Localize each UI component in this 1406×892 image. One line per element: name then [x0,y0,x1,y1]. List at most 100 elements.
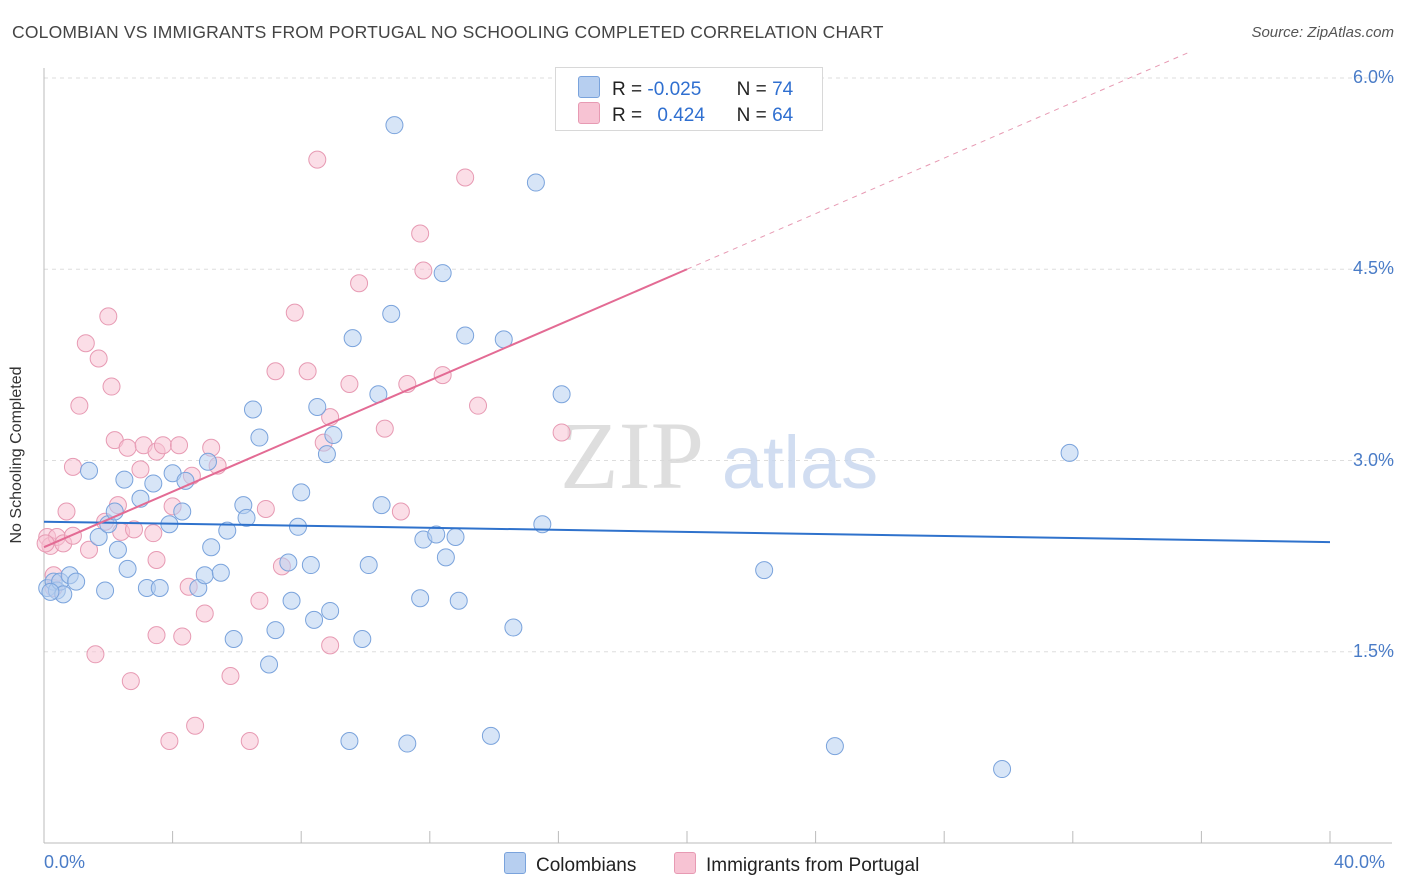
portugal-point [285,303,304,322]
colombian-point [282,591,301,610]
legend-label-portugal: Immigrants from Portugal [706,855,920,876]
colombian-point [449,591,468,610]
portugal-point [147,626,166,645]
watermark-atlas: atlas [722,421,878,504]
colombian-point [1060,443,1079,462]
colombian-point [321,601,340,620]
y-tick-label: 4.5% [1352,258,1394,279]
colombian-point [398,734,417,753]
colombian-point [526,173,545,192]
legend-swatch-portugal [674,852,696,874]
legend-row-colombians: R = -0.025 N = 74 [578,76,793,100]
trend-lines [43,52,1331,549]
grid-lines [44,77,1392,653]
portugal-point [131,460,150,479]
colombian-point [218,521,237,540]
colombian-point [89,528,108,546]
colombian-point [144,474,163,493]
portugal-point [195,604,214,623]
colombian-point [456,326,475,345]
colombian-point [343,329,362,348]
portugal-point [57,502,76,521]
portugal-point [102,377,121,396]
colombian-point [202,538,221,557]
legend-label-colombians: Colombians [536,855,637,876]
portugal-point [80,540,99,559]
portugal-point [121,672,140,691]
portugal-point [144,524,163,543]
colombian-point [308,397,327,416]
portugal-point [375,419,394,438]
colombian-point [433,264,452,283]
colombian-point [198,452,217,471]
legend-n-label: N = [736,105,767,126]
colombian-point [825,737,844,756]
legend-swatch-colombians [578,76,600,98]
legend-r-label: R = [612,79,643,100]
colombian-point [96,581,115,600]
portugal-point [321,636,340,655]
portugal-points [36,150,571,750]
portugal-point [76,334,95,353]
colombian-point [279,553,298,572]
colombian-point [427,525,446,544]
portugal-point [63,457,82,476]
portugal-point [221,666,240,685]
portugal-point [186,716,205,735]
portugal-point [469,396,488,415]
colombian-point [224,630,243,648]
legend-n-value: 64 [772,105,794,126]
colombian-point [118,559,137,578]
portugal-point [298,362,317,381]
colombian-point [353,630,372,648]
colombian-point [533,515,552,534]
legend-r-label: R = [612,105,643,126]
portugal-point [250,591,269,610]
watermark: ZIP atlas [560,402,878,509]
colombian-point [250,428,269,447]
portugal-point [350,274,369,293]
colombian-point [80,461,99,480]
portugal-point [173,627,192,646]
colombian-point [243,400,262,419]
y-tick-label: 1.5% [1352,640,1394,661]
legend-n-value: 74 [772,79,794,100]
source-label: Source: ZipAtlas.com [1251,24,1394,41]
colombian-point [385,116,404,135]
portugal-point [552,423,571,442]
colombian-point [108,540,127,559]
colombian-points [38,116,1079,779]
colombian-point [317,445,336,464]
portugal-trend-line [43,268,688,549]
y-axis-label: No Schooling Completed [8,366,25,544]
legend-swatch-portugal [578,102,600,124]
portugal-point [340,375,359,393]
y-tick-label: 6.0% [1352,67,1394,87]
portugal-point [118,438,137,457]
y-tick-label: 3.0% [1352,449,1394,470]
colombian-point [41,582,60,601]
portugal-point [256,499,275,518]
colombian-point [211,563,230,582]
legend-n-label: N = [736,79,767,100]
colombian-point [173,502,192,521]
colombian-point [67,572,86,591]
colombian-point [504,618,523,637]
x-tick-min: 0.0% [44,852,86,872]
portugal-point [89,349,108,368]
colombian-point [195,566,214,585]
colombian-point [305,610,324,629]
portugal-point [391,502,410,521]
portugal-point [86,645,105,664]
colombian-point [292,483,311,502]
portugal-point [414,261,433,280]
portugal-point [240,732,259,750]
legend-r-value: -0.025 [647,79,702,100]
colombian-point [993,760,1012,779]
colombian-point [372,496,391,515]
colombian-point [150,579,169,597]
portugal-point [170,436,189,455]
colombian-point [755,561,774,580]
colombian-point [301,556,320,575]
